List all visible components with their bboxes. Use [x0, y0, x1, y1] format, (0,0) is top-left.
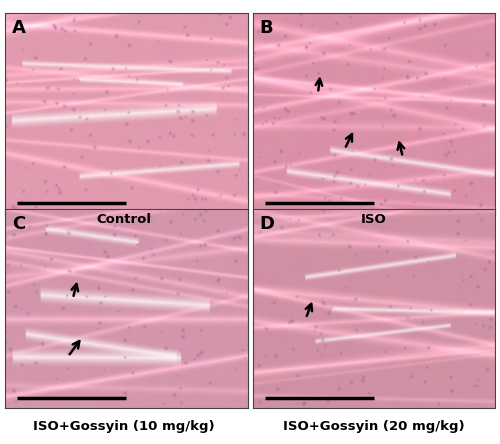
- Text: ISO+Gossyin (20 mg/kg): ISO+Gossyin (20 mg/kg): [283, 420, 465, 433]
- Text: Control: Control: [96, 213, 151, 226]
- Text: D: D: [260, 215, 275, 233]
- Text: ISO+Gossyin (10 mg/kg): ISO+Gossyin (10 mg/kg): [33, 420, 214, 433]
- Text: C: C: [12, 215, 26, 233]
- Text: B: B: [260, 20, 274, 37]
- Text: A: A: [12, 20, 26, 37]
- Text: ISO: ISO: [361, 213, 386, 226]
